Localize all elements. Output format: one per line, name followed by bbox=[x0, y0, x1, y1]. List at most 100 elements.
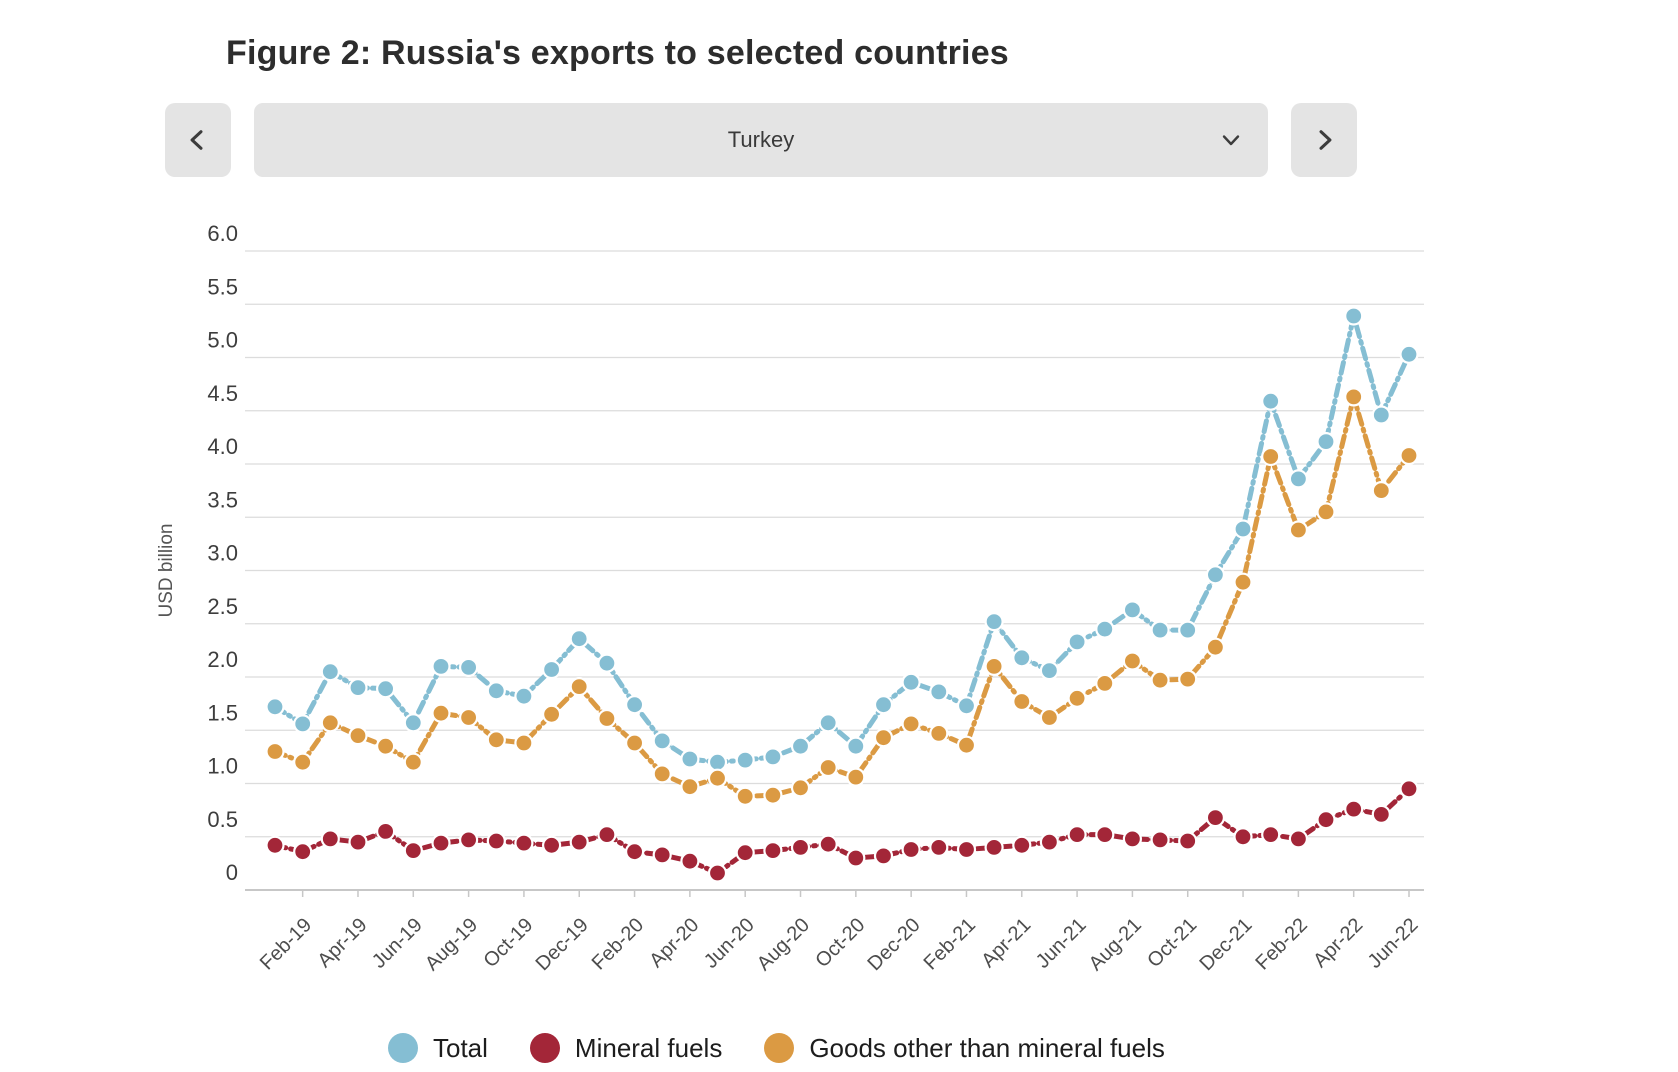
data-point bbox=[1233, 519, 1253, 539]
data-point bbox=[459, 707, 479, 728]
y-axis-tick-label: 0.5 bbox=[207, 807, 238, 832]
data-point bbox=[873, 728, 894, 748]
chevron-down-icon bbox=[1222, 135, 1240, 146]
data-point bbox=[1122, 600, 1143, 620]
data-point bbox=[624, 695, 645, 715]
data-point bbox=[431, 703, 451, 723]
x-axis-tick-label: Dec-19 bbox=[532, 914, 593, 975]
chart-legend: Total Mineral fuels Goods other than min… bbox=[388, 1028, 1165, 1068]
x-axis-tick-label: Apr-20 bbox=[645, 914, 703, 972]
data-point bbox=[1039, 661, 1060, 681]
data-point bbox=[1288, 520, 1309, 540]
chevron-left-icon bbox=[190, 130, 203, 150]
data-point bbox=[1233, 572, 1253, 592]
x-axis: Feb-19Apr-19Jun-19Aug-19Oct-19Dec-19Feb-… bbox=[256, 890, 1423, 975]
next-country-button[interactable] bbox=[1291, 103, 1357, 177]
country-select[interactable]: Turkey bbox=[254, 103, 1268, 177]
y-axis-tick-label: 5.0 bbox=[207, 328, 238, 353]
data-point bbox=[1178, 669, 1198, 689]
data-point bbox=[569, 832, 589, 852]
x-axis-tick-label: Feb-22 bbox=[1252, 914, 1312, 974]
data-point bbox=[569, 629, 589, 649]
data-point bbox=[790, 837, 811, 858]
legend-label: Mineral fuels bbox=[574, 1032, 723, 1063]
y-axis-tick-label: 5.5 bbox=[207, 274, 238, 299]
other-goods-series-dot-icon bbox=[764, 1033, 795, 1063]
x-axis-tick-label: Dec-21 bbox=[1195, 914, 1256, 975]
data-point bbox=[1067, 632, 1087, 652]
country-controls: Turkey bbox=[165, 103, 1357, 177]
data-point bbox=[597, 824, 617, 845]
x-axis-tick-label: Apr-22 bbox=[1309, 914, 1367, 972]
data-point bbox=[1067, 688, 1087, 708]
data-point bbox=[1233, 827, 1253, 847]
x-axis-tick-label: Aug-20 bbox=[753, 914, 814, 975]
data-point bbox=[707, 752, 728, 772]
data-point bbox=[652, 764, 672, 784]
data-point bbox=[541, 704, 562, 724]
data-point bbox=[403, 840, 423, 861]
data-point bbox=[459, 657, 479, 677]
data-point bbox=[763, 747, 783, 767]
previous-country-button[interactable] bbox=[165, 103, 231, 177]
data-point bbox=[348, 678, 368, 698]
data-point bbox=[984, 837, 1004, 858]
x-axis-tick-label: Feb-20 bbox=[588, 914, 648, 974]
data-point bbox=[846, 767, 866, 787]
x-axis-tick-label: Jun-19 bbox=[368, 914, 427, 973]
data-point bbox=[846, 848, 866, 868]
data-point bbox=[431, 833, 451, 853]
data-point bbox=[1288, 829, 1309, 849]
data-point bbox=[790, 736, 811, 756]
y-axis-tick-label: 4.0 bbox=[207, 434, 238, 459]
data-point bbox=[514, 733, 534, 753]
data-point bbox=[984, 612, 1004, 632]
data-point bbox=[1261, 446, 1281, 467]
data-point bbox=[403, 713, 423, 733]
data-point bbox=[1344, 306, 1364, 326]
y-axis-tick-label: 2.0 bbox=[207, 647, 238, 672]
data-point bbox=[624, 842, 645, 862]
data-point bbox=[818, 713, 838, 733]
country-select-value: Turkey bbox=[727, 127, 795, 152]
data-point bbox=[735, 786, 755, 806]
data-point bbox=[790, 778, 811, 798]
data-point bbox=[1178, 620, 1198, 640]
y-axis-tick-label: 3.5 bbox=[207, 487, 238, 512]
data-point bbox=[1288, 469, 1309, 489]
data-point bbox=[569, 677, 589, 697]
x-axis-tick-label: Aug-19 bbox=[421, 914, 482, 975]
x-axis-tick-label: Jun-21 bbox=[1032, 914, 1091, 973]
data-point bbox=[320, 713, 340, 733]
data-point bbox=[763, 840, 783, 861]
data-point bbox=[1122, 651, 1143, 671]
data-point bbox=[1205, 637, 1226, 657]
data-point bbox=[597, 708, 617, 729]
data-point bbox=[984, 656, 1004, 676]
data-point bbox=[1205, 807, 1226, 828]
data-point bbox=[265, 697, 285, 717]
data-point bbox=[680, 851, 700, 871]
data-point bbox=[901, 672, 921, 692]
y-axis-title: USD billion bbox=[156, 524, 177, 618]
data-point bbox=[514, 833, 534, 853]
data-point bbox=[1261, 824, 1281, 845]
data-point bbox=[1150, 670, 1170, 690]
data-point bbox=[1316, 810, 1336, 830]
data-point bbox=[624, 733, 645, 753]
data-point bbox=[293, 842, 313, 862]
data-point bbox=[1205, 565, 1226, 585]
series-goods-other-than-mineral-fuels bbox=[265, 387, 1419, 806]
data-point bbox=[1095, 824, 1115, 845]
data-point bbox=[1261, 391, 1281, 411]
data-point bbox=[735, 843, 755, 863]
data-point bbox=[1316, 432, 1336, 452]
data-point bbox=[348, 832, 368, 852]
series-total bbox=[265, 306, 1419, 772]
x-axis-tick-label: Oct-20 bbox=[811, 914, 869, 972]
data-point bbox=[459, 830, 479, 850]
data-point bbox=[431, 656, 451, 676]
figure-title: Figure 2: Russia's exports to selected c… bbox=[226, 34, 1009, 72]
data-point bbox=[1399, 445, 1419, 466]
series-mineral-fuels bbox=[265, 779, 1419, 883]
